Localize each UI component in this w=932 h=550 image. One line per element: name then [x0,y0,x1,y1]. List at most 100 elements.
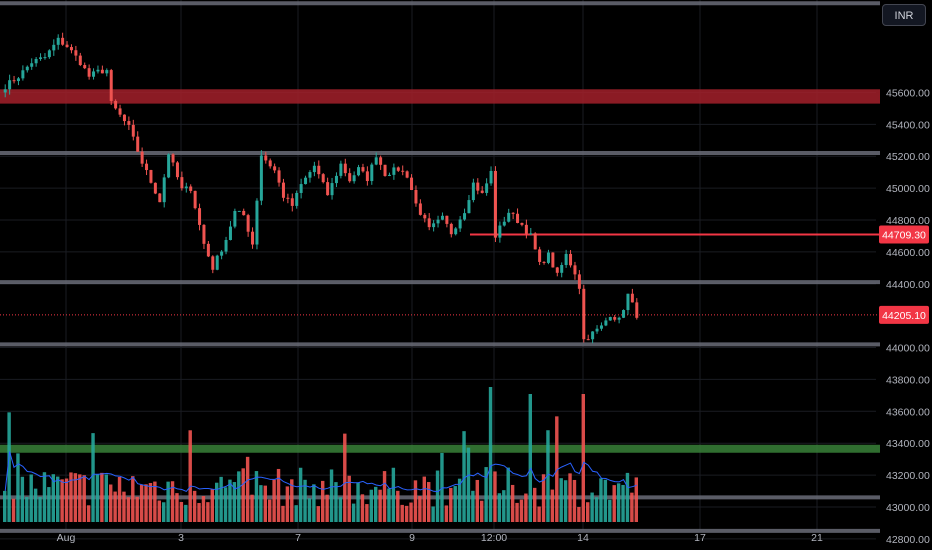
volume-bar [179,501,184,522]
candle-body [220,251,224,256]
volume-bar [117,476,122,522]
candle-body [436,219,440,224]
volume-bar [577,506,581,522]
volume-bar [616,483,621,522]
candle-body [96,69,100,72]
candle-body [617,317,621,320]
candle-body [202,224,206,244]
candle-body [463,213,467,220]
volume-bar [541,474,546,522]
candle-body [198,208,202,225]
candle-body [458,219,462,229]
support-zone [0,444,880,453]
volume-bar [29,474,33,522]
volume-bar [488,387,493,522]
volume-bar [51,474,55,522]
volume-bar [510,484,515,522]
candle-body [330,183,334,196]
candle-body [334,175,338,184]
candle-body [449,223,453,235]
candle-body [392,167,396,175]
candle-body [251,231,255,245]
volume-bar [365,504,369,522]
volume-bar [493,471,497,522]
volume-bar [594,497,599,522]
price-tick-label: 45400.00 [886,119,930,131]
candle-body [184,186,188,189]
candle-body [30,63,34,67]
volume-bar [3,490,7,522]
volume-bar [519,499,524,522]
volume-bar [555,416,559,522]
volume-bar [471,490,475,522]
candle-body [65,44,69,48]
candle-body [427,218,431,228]
volume-bar [546,430,550,522]
volume-bar [131,476,135,522]
candle-body [131,124,135,137]
volume-bar [192,490,197,522]
volume-bar [466,447,471,522]
price-tags: 44709.30 44205.10 [879,225,929,324]
candle-body [312,165,316,173]
candle-body [396,167,400,171]
candle-body [317,165,321,175]
candle-body [582,288,586,340]
zone-layer [0,89,880,453]
volume-bar [321,480,325,522]
volume-bar [586,502,590,522]
candle-body [145,163,149,171]
currency-selector-button[interactable]: INR [882,4,926,26]
volume-bar [440,452,444,522]
candle-body [387,174,391,176]
candle-body [308,172,312,178]
candle-body [259,155,263,201]
candle-body [34,58,38,64]
volume-bar [215,482,219,522]
volume-bar [78,474,82,522]
candle-body [277,170,281,183]
volume-bar [431,506,435,522]
candle-body [268,160,272,167]
volume-bar [444,505,449,522]
candle-body [485,183,489,193]
candle-body [507,212,511,222]
volume-bar [170,481,175,522]
volume-bar [162,502,166,522]
volume-bar [312,484,316,522]
volume-bar [281,505,285,522]
candle-body [405,171,409,178]
candle-body [321,174,325,183]
volume-bar [223,487,228,522]
candle-body [47,50,51,58]
volume-bar [285,486,290,522]
volume-bar [453,486,457,522]
candle-body [21,70,25,79]
candle-body [489,170,493,184]
time-axis[interactable]: Aug 3 7 9 12:00 14 17 21 [57,532,823,544]
volume-bar [307,498,312,522]
candle-body [83,65,87,69]
candle-body [228,226,232,240]
volume-bar [418,496,422,522]
candle-body [286,197,290,199]
candle-body [520,222,524,225]
price-tick-label: 43800.00 [886,374,930,386]
volume-bar [290,479,294,522]
volume-bar [329,469,334,522]
price-axis[interactable]: 45600.00 45400.00 45200.00 45000.00 44800.00… [886,87,930,545]
candle-body [162,177,166,203]
candle-body [246,215,250,232]
candle-body [502,221,506,226]
candle-body [622,310,626,318]
candle-body [87,68,91,77]
candle-body [16,78,20,82]
volume-bar [64,478,69,522]
candle-body [167,154,171,178]
candle-body [211,256,215,270]
volume-bar [404,505,409,522]
candle-body [595,328,599,332]
candle-body [401,170,405,172]
candle-body [348,173,352,182]
